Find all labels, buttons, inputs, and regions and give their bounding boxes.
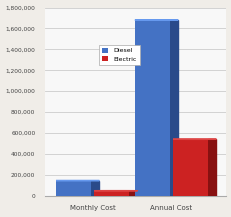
Bar [128,191,137,196]
Bar [172,139,207,196]
Bar [169,20,177,196]
Bar [56,181,90,196]
Bar [90,181,99,196]
Legend: Diesel, Electric: Diesel, Electric [99,44,139,65]
Bar [134,20,169,196]
Bar [94,191,128,196]
Bar [207,139,216,196]
